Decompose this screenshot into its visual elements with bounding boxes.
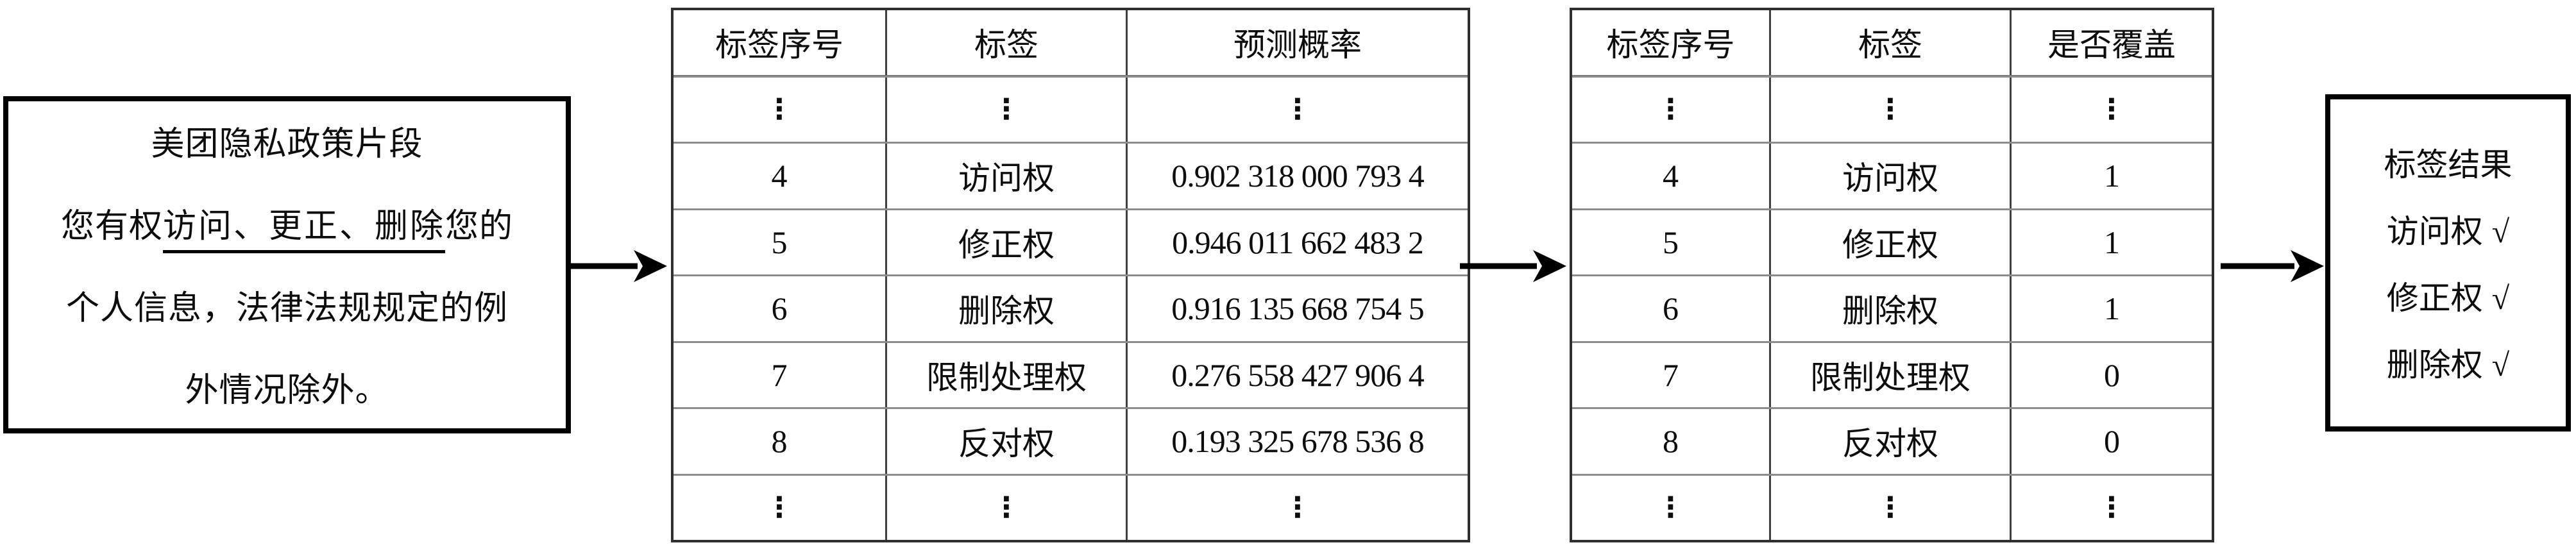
column-header-probability: 预测概率 xyxy=(1126,10,1468,75)
table-cell: 7 xyxy=(1663,356,1679,393)
table-row: 5 修正权 0.946 011 662 483 2 xyxy=(674,208,1468,274)
policy-title: 美团隐私政策片段 xyxy=(151,126,423,163)
table-cell: 访问权 xyxy=(1769,144,2010,208)
label-result-box: 标签结果 访问权 √ 修正权 √ 删除权 √ xyxy=(2325,94,2571,432)
table-cell: 0 xyxy=(2010,409,2212,474)
table-row: 8 反对权 0 xyxy=(1572,407,2212,474)
check-icon: √ xyxy=(2491,347,2510,383)
table-cell: ⋮ xyxy=(2010,77,2212,142)
table-cell: 反对权 xyxy=(885,409,1126,474)
policy-snippet-box: 美团隐私政策片段 您有权访问、更正、删除您的 个人信息，法律法规规定的例 外情况… xyxy=(3,96,571,433)
table-cell: 0 xyxy=(2010,342,2212,407)
table-cell: 0.916 135 668 754 5 xyxy=(1126,276,1468,341)
table-cell: 5 xyxy=(771,224,788,260)
table-cell: 5 xyxy=(1663,224,1679,260)
table-cell: 修正权 xyxy=(885,210,1126,274)
table-cell: 删除权 xyxy=(885,276,1126,341)
table-header-row: 标签序号 标签 是否覆盖 xyxy=(1572,10,2212,76)
table-row: 6 删除权 1 xyxy=(1572,274,2212,341)
table-cell: 1 xyxy=(2010,144,2212,208)
column-header-label: 标签 xyxy=(885,10,1126,75)
table-cell: 限制处理权 xyxy=(1769,342,2010,407)
policy-line2-pre: 您有权 xyxy=(60,208,163,245)
table-header-row: 标签序号 标签 预测概率 xyxy=(674,10,1468,76)
table-cell: ⋮ xyxy=(885,475,1126,540)
table-cell: ⋮ xyxy=(1126,77,1468,142)
table-row: 5 修正权 1 xyxy=(1572,208,2212,274)
coverage-table: 标签序号 标签 是否覆盖 ⋮ ⋮ ⋮ 4 访问权 1 5 修正权 1 6 删除权… xyxy=(1570,8,2214,542)
column-header-label-index: 标签序号 xyxy=(715,27,843,63)
result-item: 修正权 √ xyxy=(2387,265,2509,331)
result-label: 删除权 xyxy=(2386,347,2483,383)
table-cell: ⋮ xyxy=(1656,491,1685,524)
table-row-ellipsis: ⋮ ⋮ ⋮ xyxy=(1572,473,2212,540)
table-cell: 修正权 xyxy=(1769,210,2010,274)
table-cell: ⋮ xyxy=(765,93,793,126)
table-cell: 0.902 318 000 793 4 xyxy=(1126,144,1468,208)
table-cell: 4 xyxy=(771,158,788,194)
check-icon: √ xyxy=(2491,214,2510,249)
table-cell: 4 xyxy=(1663,158,1679,194)
table-cell: 8 xyxy=(771,423,788,460)
table-cell: 删除权 xyxy=(1769,276,2010,341)
table-cell: 6 xyxy=(771,290,788,327)
column-header-covered: 是否覆盖 xyxy=(2010,10,2212,75)
table-cell: 6 xyxy=(1663,290,1679,327)
table-row: 7 限制处理权 0 xyxy=(1572,340,2212,407)
flow-arrow-2 xyxy=(1460,250,1566,282)
table-cell: 0.946 011 662 483 2 xyxy=(1126,210,1468,274)
result-item: 删除权 √ xyxy=(2387,331,2509,398)
table-cell: 0.276 558 427 906 4 xyxy=(1126,342,1468,407)
table-cell: ⋮ xyxy=(1126,475,1468,540)
policy-line2-post: 您的 xyxy=(445,208,514,245)
policy-underlined-rights: 访问、更正、删除 xyxy=(162,208,445,253)
column-header-label: 标签 xyxy=(1769,10,2010,75)
table-cell: 8 xyxy=(1663,423,1679,460)
flow-arrow-1 xyxy=(571,250,667,282)
table-row: 4 访问权 0.902 318 000 793 4 xyxy=(674,142,1468,208)
table-cell: 限制处理权 xyxy=(885,342,1126,407)
policy-line-3: 个人信息，法律法规规定的例 xyxy=(65,290,508,327)
table-cell: 访问权 xyxy=(885,144,1126,208)
probability-table: 标签序号 标签 预测概率 ⋮ ⋮ ⋮ 4 访问权 0.902 318 000 7… xyxy=(671,8,1470,542)
table-cell: ⋮ xyxy=(1656,93,1685,126)
policy-line-2: 您有权访问、更正、删除您的 xyxy=(61,186,513,268)
table-row-ellipsis: ⋮ ⋮ ⋮ xyxy=(674,75,1468,142)
result-label: 修正权 xyxy=(2386,280,2483,316)
table-cell: ⋮ xyxy=(2010,475,2212,540)
table-row: 6 删除权 0.916 135 668 754 5 xyxy=(674,274,1468,341)
table-row: 8 反对权 0.193 325 678 536 8 xyxy=(674,407,1468,474)
table-cell: ⋮ xyxy=(885,77,1126,142)
table-row-ellipsis: ⋮ ⋮ ⋮ xyxy=(674,473,1468,540)
table-cell: ⋮ xyxy=(765,491,793,524)
table-cell: 1 xyxy=(2010,210,2212,274)
table-row-ellipsis: ⋮ ⋮ ⋮ xyxy=(1572,75,2212,142)
policy-line-4: 外情况除外。 xyxy=(185,373,389,409)
check-icon: √ xyxy=(2491,280,2510,316)
flow-arrow-3 xyxy=(2221,250,2324,282)
table-cell: 0.193 325 678 536 8 xyxy=(1126,409,1468,474)
table-cell: ⋮ xyxy=(1769,77,2010,142)
result-label: 访问权 xyxy=(2386,214,2483,249)
result-item: 访问权 √ xyxy=(2387,198,2509,265)
table-cell: 1 xyxy=(2010,276,2212,341)
column-header-label-index: 标签序号 xyxy=(1606,27,1735,63)
table-row: 7 限制处理权 0.276 558 427 906 4 xyxy=(674,340,1468,407)
table-cell: 7 xyxy=(771,356,788,393)
table-cell: ⋮ xyxy=(1769,475,2010,540)
table-row: 4 访问权 1 xyxy=(1572,142,2212,208)
result-title: 标签结果 xyxy=(2384,147,2512,183)
table-cell: 反对权 xyxy=(1769,409,2010,474)
